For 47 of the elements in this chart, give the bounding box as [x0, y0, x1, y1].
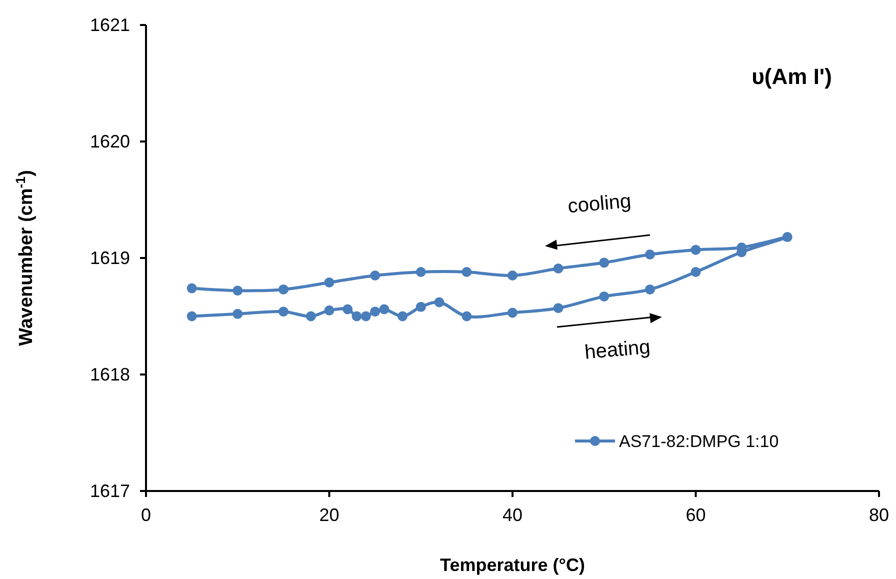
- point: [690, 266, 701, 277]
- point: [324, 305, 334, 316]
- point: [278, 284, 288, 294]
- point: [599, 291, 610, 302]
- legend-label: AS71-82:DMPG 1:10: [619, 432, 779, 451]
- x-axis-title: Temperature (°C): [440, 555, 585, 575]
- point: [186, 283, 197, 294]
- point: [508, 270, 518, 280]
- x-tick-label: 80: [868, 505, 890, 525]
- x-tick-label: 20: [319, 505, 340, 525]
- point: [379, 304, 390, 314]
- point: [434, 297, 444, 308]
- point: [782, 232, 792, 242]
- point: [342, 304, 353, 314]
- x-tick-label: 40: [502, 505, 523, 525]
- point: [644, 250, 655, 260]
- text: υ(Am I'): [752, 64, 832, 89]
- point: [278, 306, 288, 317]
- x-tick-label: 60: [686, 505, 706, 525]
- point: [462, 266, 472, 277]
- y-tick-label: 1617: [90, 481, 130, 501]
- point: [232, 308, 243, 319]
- point: [553, 303, 564, 314]
- point: [232, 286, 243, 296]
- x-tick-label: 0: [140, 505, 152, 525]
- y-tick-label: 1620: [90, 132, 130, 152]
- point: [186, 311, 197, 322]
- point: [370, 270, 380, 280]
- point: [306, 311, 316, 322]
- point: [416, 302, 426, 312]
- y-tick-label: 1618: [90, 364, 130, 384]
- point: [416, 266, 426, 277]
- point: [352, 311, 362, 322]
- annotation: heating: [584, 336, 652, 364]
- point: [370, 306, 380, 317]
- point: [599, 258, 610, 268]
- annotation: cooling: [566, 190, 632, 218]
- point: [324, 277, 334, 288]
- point: [644, 284, 655, 294]
- point: [398, 311, 408, 322]
- point: [360, 311, 371, 322]
- point: [462, 311, 472, 322]
- y-tick-label: 1619: [90, 248, 130, 268]
- point: [690, 244, 701, 255]
- point: [508, 308, 518, 318]
- y-tick-label: 1621: [90, 15, 130, 35]
- point: [553, 263, 564, 274]
